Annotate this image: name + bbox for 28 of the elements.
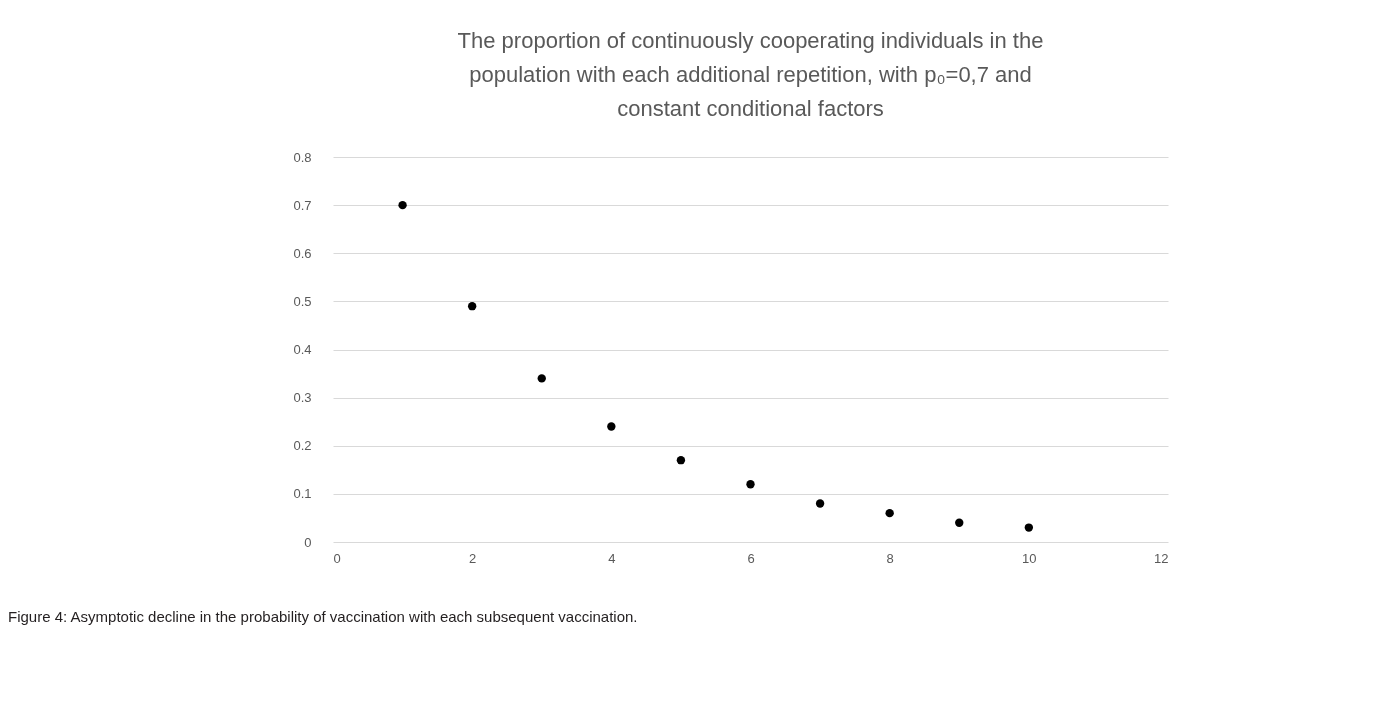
point xyxy=(815,499,825,508)
point xyxy=(746,480,755,489)
chart-title: The proportion of continuously cooperating individuals in the population with each additional repetition, with p₀=0,7 and constant conditional factors xyxy=(457,28,1044,121)
point xyxy=(537,374,546,383)
point xyxy=(607,422,616,431)
point xyxy=(885,508,894,518)
y-tick-label: 0.7 xyxy=(293,197,312,213)
x-tick-label: 6 xyxy=(747,550,755,566)
y-tick-label: 0.1 xyxy=(293,486,312,502)
y-tick-label: 0.2 xyxy=(293,438,312,454)
y-tick-label: 0.3 xyxy=(293,390,312,406)
y-tick-label: 0 xyxy=(304,534,312,550)
x-tick-label: 4 xyxy=(608,550,616,566)
point xyxy=(467,302,477,311)
point xyxy=(1024,523,1034,532)
x-tick-label: 12 xyxy=(1154,550,1169,566)
x-tick-label: 2 xyxy=(469,550,477,566)
caption: Figure 4: Asymptotic decline in the probability of vaccination with each subsequent vaccination. xyxy=(8,608,638,625)
x-tick-label: 8 xyxy=(886,550,894,566)
x-tick-label: 10 xyxy=(1022,550,1037,566)
x-tick-label: 0 xyxy=(333,550,341,566)
point xyxy=(398,200,407,210)
y-tick-label: 0.6 xyxy=(293,245,312,261)
point xyxy=(955,518,964,527)
point xyxy=(676,456,686,465)
y-tick-label: 0.4 xyxy=(293,342,312,357)
y-tick-label: 0.5 xyxy=(293,293,312,309)
y-tick-label: 0.8 xyxy=(293,149,312,165)
